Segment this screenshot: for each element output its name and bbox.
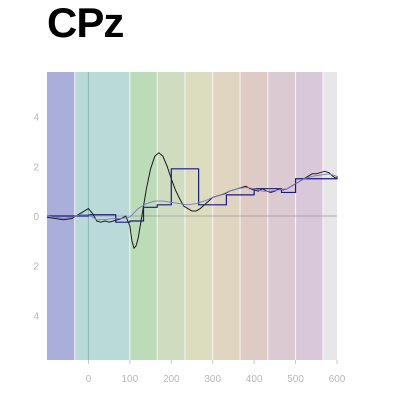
y-tick-label-0: 4	[33, 113, 39, 124]
x-tick-label-1: 100	[122, 374, 139, 385]
y-tick-label-1: 2	[33, 162, 39, 173]
x-tick-label-4: 400	[246, 374, 263, 385]
x-axis-ticks: 0 100 200 300 400 500 600	[86, 360, 346, 385]
x-tick-label-0: 0	[86, 374, 92, 385]
x-tick-label-5: 500	[287, 374, 304, 385]
x-tick-label-6: 600	[329, 374, 346, 385]
x-tick-label-2: 200	[163, 374, 180, 385]
chart-title: CPz	[47, 0, 124, 46]
y-axis-ticks: 4 2 0 2 4	[33, 113, 39, 323]
y-tick-label-2: 0	[33, 212, 39, 223]
chart-series	[46, 152, 338, 249]
y-tick-label-4: 4	[33, 311, 39, 322]
series-line-2	[46, 173, 338, 221]
series-line-1	[47, 168, 338, 223]
y-tick-label-3: 2	[33, 262, 39, 273]
x-tick-label-3: 300	[204, 374, 221, 385]
